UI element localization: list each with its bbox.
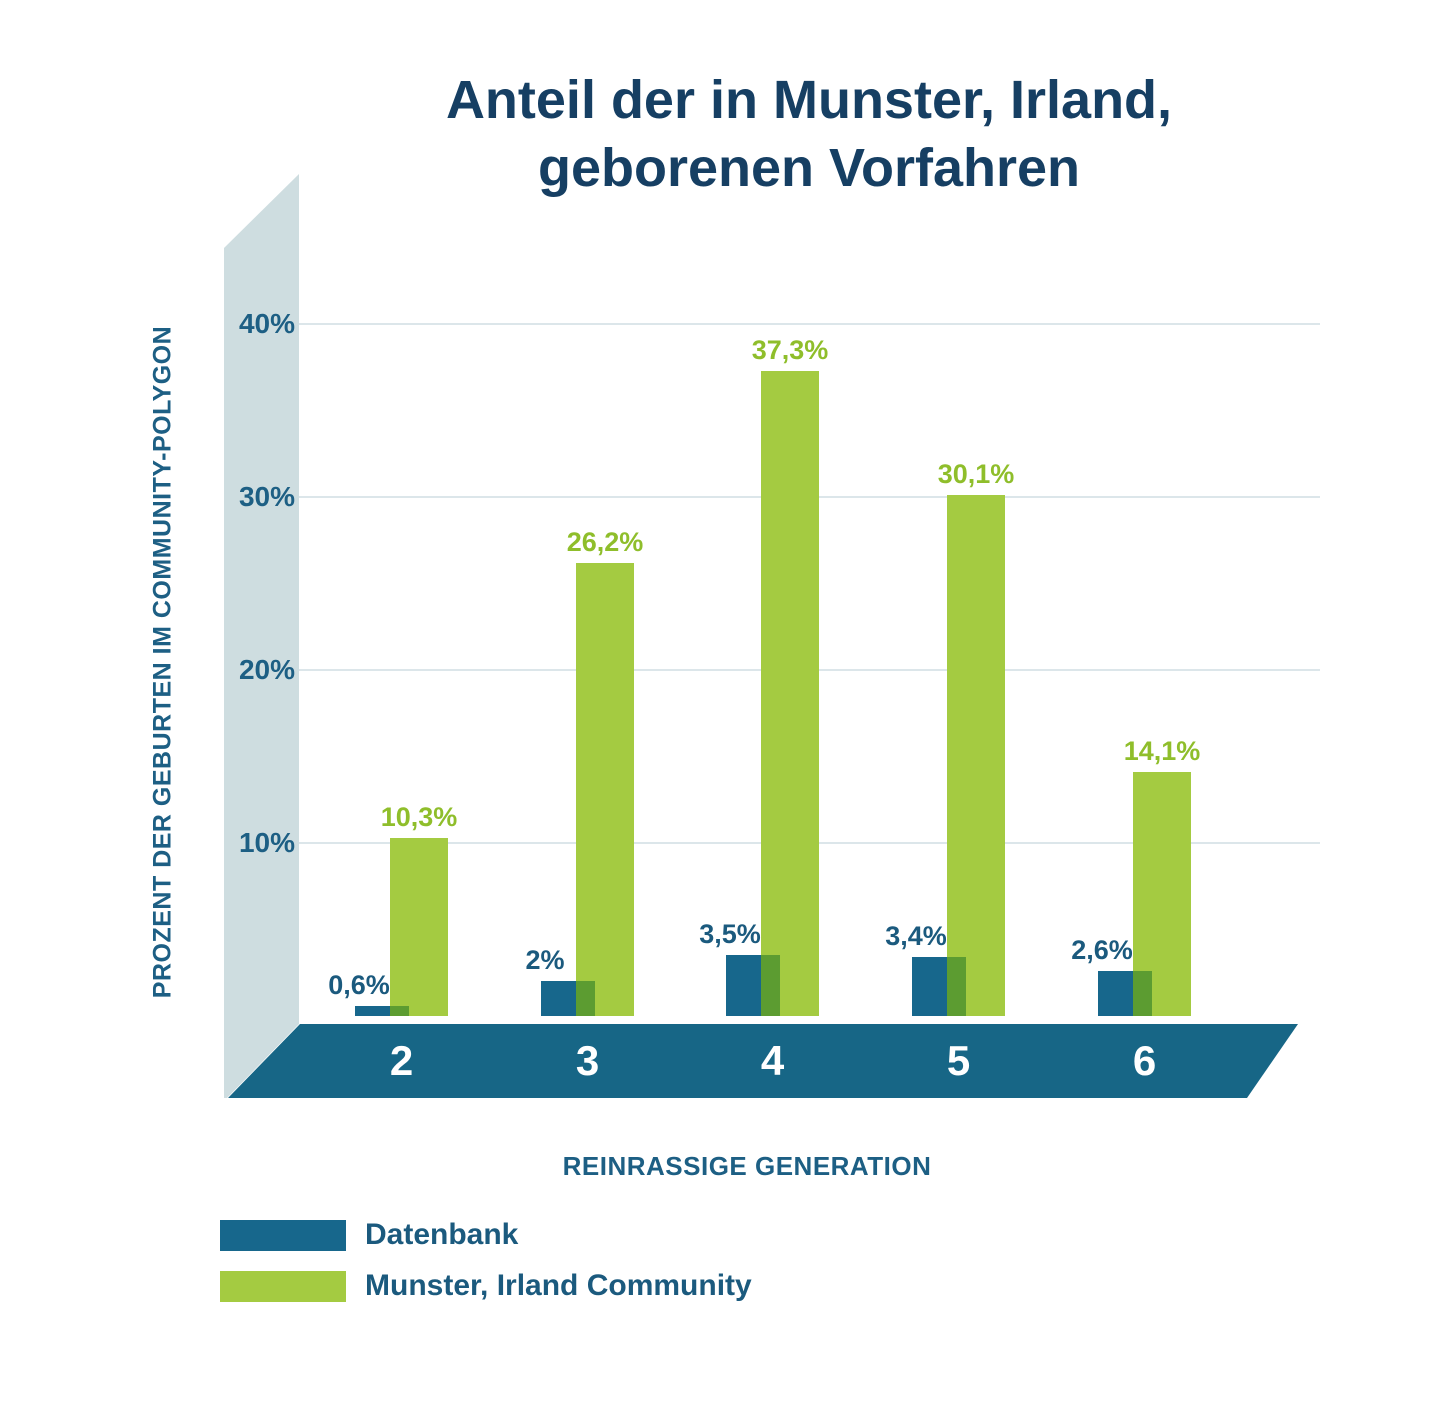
x-category-label-6: 6 <box>1132 1037 1157 1084</box>
y-axis-title: PROZENT DER GEBURTEN IM COMMUNITY-POLYGO… <box>148 325 177 999</box>
bar-overlap-gen6 <box>1133 971 1152 1016</box>
y-tick-label-30: 30% <box>238 481 295 512</box>
bar-overlap-gen3 <box>576 981 595 1016</box>
data-label-community-gen5: 30,1% <box>937 459 1015 490</box>
x-category-label-3: 3 <box>575 1037 600 1084</box>
chart-title: Anteil der in Munster, Irland, geborenen… <box>174 66 1444 202</box>
legend: Datenbank Munster, Irland Community <box>220 1218 752 1320</box>
bar-community-gen3 <box>576 562 634 1016</box>
data-label-datenbank-gen3: 2% <box>525 945 565 976</box>
data-label-community-gen4: 37,3% <box>751 334 829 365</box>
data-label-datenbank-gen6: 2,6% <box>1071 935 1133 966</box>
data-label-datenbank-gen2: 0,6% <box>328 969 390 1000</box>
gridline-40 <box>299 323 1320 325</box>
data-label-community-gen3: 26,2% <box>566 526 644 557</box>
bar-overlap-gen5 <box>947 957 966 1016</box>
x-axis-title: REINRASSIGE GENERATION <box>562 1151 932 1181</box>
bar-datenbank-gen2 <box>355 1005 409 1016</box>
bar-community-gen5 <box>947 495 1005 1016</box>
bar-overlap-gen4 <box>761 955 780 1016</box>
data-label-community-gen6: 14,1% <box>1123 736 1201 767</box>
chart-title-line1: Anteil der in Munster, Irland, <box>445 70 1173 130</box>
y-tick-label-40: 40% <box>238 308 295 339</box>
wall-panel <box>224 174 299 1098</box>
bar-overlap-gen2 <box>390 1005 409 1016</box>
legend-label-1: Munster, Irland Community <box>365 1269 752 1302</box>
x-category-label-4: 4 <box>760 1037 785 1084</box>
x-category-label-5: 5 <box>946 1037 971 1084</box>
data-label-community-gen2: 10,3% <box>380 801 458 832</box>
y-tick-label-10: 10% <box>238 827 295 858</box>
legend-label-0: Datenbank <box>365 1218 519 1251</box>
legend-item-0: Datenbank <box>220 1218 752 1252</box>
y-tick-label-20: 20% <box>238 654 295 685</box>
data-label-datenbank-gen5: 3,4% <box>885 921 947 952</box>
bar-community-gen4 <box>761 370 819 1016</box>
floor-panel <box>228 1024 1298 1098</box>
legend-swatch-1 <box>220 1270 346 1302</box>
x-category-label-2: 2 <box>389 1037 414 1084</box>
bar-community-gen2 <box>390 837 448 1016</box>
chart-title-line2: geborenen Vorfahren <box>537 138 1081 198</box>
legend-swatch-0 <box>220 1219 346 1251</box>
legend-item-1: Munster, Irland Community <box>220 1269 752 1303</box>
data-label-datenbank-gen4: 3,5% <box>699 919 761 950</box>
